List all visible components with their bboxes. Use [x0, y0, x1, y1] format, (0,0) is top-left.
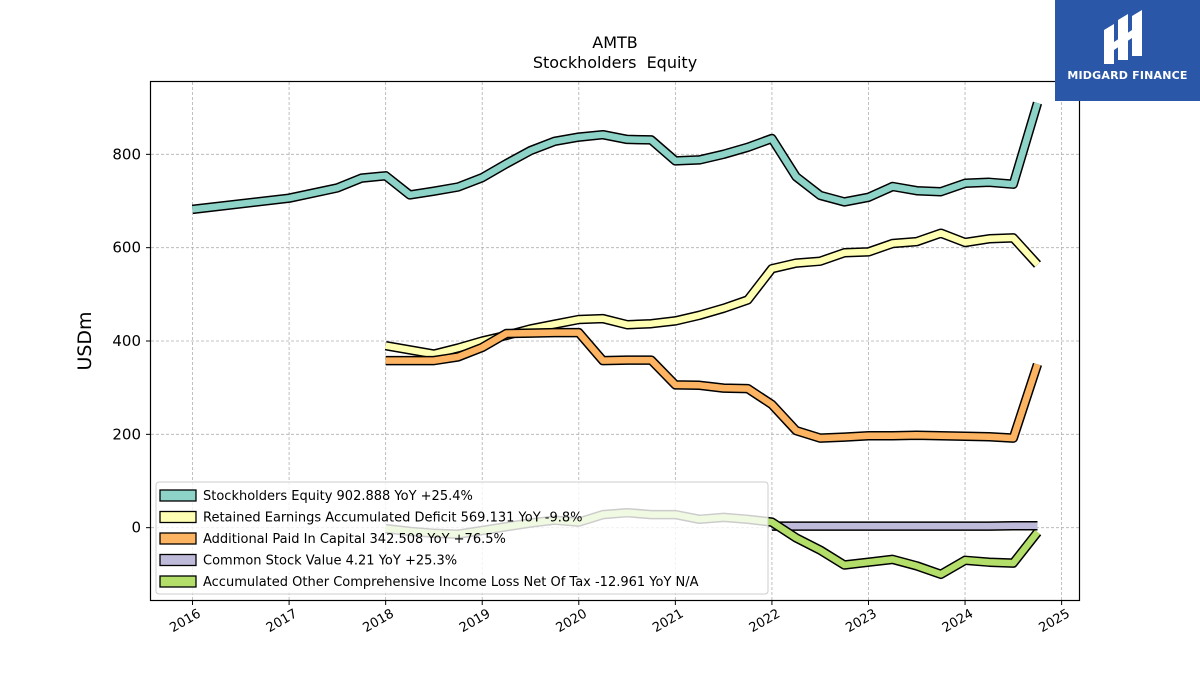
brand-name: MIDGARD FINANCE: [1067, 69, 1188, 82]
x-tick-label: 2016: [167, 606, 203, 636]
x-tick-label: 2020: [554, 606, 590, 636]
chart-title: AMTB: [592, 33, 638, 52]
x-tick-label: 2022: [747, 606, 783, 636]
series-core: [385, 329, 1041, 442]
legend-entry-label: Additional Paid In Capital 342.508 YoY +…: [203, 532, 506, 547]
legend-swatch: [159, 489, 197, 502]
midgard-logo-icon: [1104, 10, 1142, 64]
legend-entry-label: Stockholders Equity 902.888 YoY +25.4%: [203, 489, 473, 504]
legend-entry-label: Retained Earnings Accumulated Deficit 56…: [203, 511, 582, 526]
legend: Stockholders Equity 902.888 YoY +25.4% Re…: [155, 481, 769, 595]
x-tick-label: 2017: [264, 606, 300, 636]
series-outline: [384, 228, 1042, 359]
brand-logo: MIDGARD FINANCE: [1055, 0, 1200, 101]
series-core: [192, 102, 1041, 213]
chart-subtitle: Stockholders Equity: [533, 53, 697, 72]
series-line: [385, 327, 1043, 443]
x-tick-label: 2018: [360, 606, 396, 636]
x-tick-label: 2019: [457, 606, 493, 636]
legend-swatch: [159, 510, 197, 524]
y-tick-label: 600: [112, 239, 141, 257]
legend-box: [155, 481, 769, 595]
legend-swatch: [159, 532, 197, 545]
y-tick-label: 400: [112, 332, 141, 350]
x-tick-label: 2023: [843, 606, 879, 636]
x-tick-label: 2025: [1036, 606, 1072, 636]
legend-swatch: [159, 553, 197, 567]
legend-entry-label: Common Stock Value 4.21 YoY +25.3%: [203, 554, 457, 569]
y-tick-label: 200: [112, 425, 141, 443]
x-tick-label: 2021: [650, 606, 686, 636]
series-line: [384, 228, 1042, 359]
x-tick-label: 2024: [940, 606, 976, 636]
legend-entry-label: Accumulated Other Comprehensive Income L…: [203, 575, 699, 590]
series-line: [191, 101, 1043, 215]
y-tick-label: 800: [112, 145, 141, 163]
legend-swatch: [159, 575, 197, 588]
y-axis-label: USDm: [74, 311, 96, 370]
y-tick-label: 0: [131, 519, 141, 537]
